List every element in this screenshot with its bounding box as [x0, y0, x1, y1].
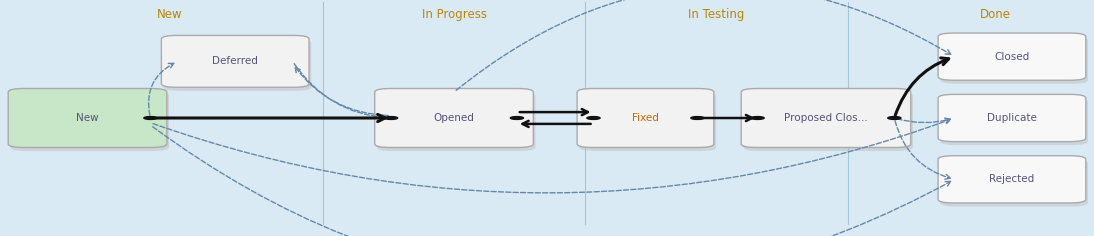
Text: Fixed: Fixed: [632, 113, 659, 123]
Circle shape: [690, 117, 705, 119]
FancyBboxPatch shape: [744, 92, 912, 151]
Text: Opened: Opened: [433, 113, 475, 123]
FancyBboxPatch shape: [162, 35, 310, 87]
Text: Duplicate: Duplicate: [987, 113, 1037, 123]
Text: Rejected: Rejected: [989, 174, 1035, 184]
Circle shape: [143, 117, 158, 119]
FancyBboxPatch shape: [939, 94, 1085, 142]
FancyBboxPatch shape: [941, 37, 1087, 84]
Text: Closed: Closed: [994, 52, 1029, 62]
Text: Deferred: Deferred: [212, 56, 258, 66]
FancyBboxPatch shape: [9, 88, 167, 148]
FancyBboxPatch shape: [939, 33, 1085, 80]
FancyBboxPatch shape: [164, 39, 312, 91]
Text: Done: Done: [980, 8, 1011, 21]
Text: New: New: [77, 113, 98, 123]
FancyBboxPatch shape: [941, 159, 1087, 206]
Circle shape: [888, 117, 901, 119]
FancyBboxPatch shape: [580, 92, 715, 151]
Circle shape: [587, 117, 600, 119]
Text: New: New: [156, 8, 183, 21]
FancyBboxPatch shape: [11, 92, 170, 151]
FancyBboxPatch shape: [742, 88, 910, 148]
Text: In Testing: In Testing: [688, 8, 745, 21]
Circle shape: [510, 117, 523, 119]
Circle shape: [752, 117, 764, 119]
FancyBboxPatch shape: [376, 92, 536, 151]
FancyBboxPatch shape: [939, 156, 1085, 203]
FancyBboxPatch shape: [578, 88, 713, 148]
FancyBboxPatch shape: [374, 88, 533, 148]
FancyBboxPatch shape: [941, 98, 1087, 145]
Text: Proposed Clos...: Proposed Clos...: [784, 113, 868, 123]
Circle shape: [384, 117, 398, 119]
Text: In Progress: In Progress: [421, 8, 487, 21]
